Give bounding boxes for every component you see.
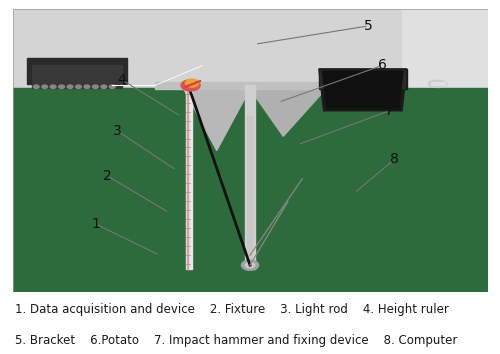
Bar bbox=[186, 88, 192, 269]
Bar bbox=[187, 88, 188, 269]
Polygon shape bbox=[322, 71, 403, 109]
Bar bbox=[402, 9, 488, 292]
Text: 1: 1 bbox=[91, 217, 100, 231]
Circle shape bbox=[67, 85, 73, 88]
Ellipse shape bbox=[428, 80, 447, 87]
Circle shape bbox=[58, 85, 64, 88]
Bar bbox=[430, 82, 445, 85]
Text: 4: 4 bbox=[118, 73, 126, 87]
Text: 2: 2 bbox=[103, 169, 112, 183]
Circle shape bbox=[181, 80, 200, 91]
Circle shape bbox=[92, 85, 98, 88]
Polygon shape bbox=[319, 69, 407, 111]
Circle shape bbox=[242, 260, 258, 270]
Text: 7: 7 bbox=[385, 104, 394, 118]
Text: 3: 3 bbox=[112, 124, 122, 138]
Text: 5. Bracket    6.Potato    7. Impact hammer and fixing device    8. Computer: 5. Bracket 6.Potato 7. Impact hammer and… bbox=[15, 334, 458, 347]
Bar bbox=[12, 88, 488, 292]
Circle shape bbox=[101, 85, 106, 88]
Polygon shape bbox=[250, 89, 326, 136]
Circle shape bbox=[42, 85, 48, 88]
Circle shape bbox=[50, 85, 56, 88]
Circle shape bbox=[110, 85, 115, 88]
Circle shape bbox=[34, 85, 39, 88]
Bar bbox=[12, 88, 488, 167]
Bar bbox=[155, 82, 345, 89]
Bar bbox=[12, 9, 488, 167]
Bar bbox=[245, 85, 255, 269]
Circle shape bbox=[84, 85, 90, 88]
Text: 5: 5 bbox=[364, 19, 373, 33]
Bar bbox=[32, 65, 122, 88]
Circle shape bbox=[245, 262, 255, 268]
Circle shape bbox=[186, 79, 198, 87]
Text: 6: 6 bbox=[378, 58, 386, 73]
Bar bbox=[247, 116, 252, 258]
Polygon shape bbox=[184, 89, 250, 150]
Bar bbox=[27, 58, 126, 84]
Circle shape bbox=[76, 85, 82, 88]
Text: 8: 8 bbox=[390, 152, 400, 166]
Text: 1. Data acquisition and device    2. Fixture    3. Light rod    4. Height ruler: 1. Data acquisition and device 2. Fixtur… bbox=[15, 303, 449, 316]
Bar bbox=[319, 69, 407, 89]
Bar bbox=[320, 70, 405, 88]
